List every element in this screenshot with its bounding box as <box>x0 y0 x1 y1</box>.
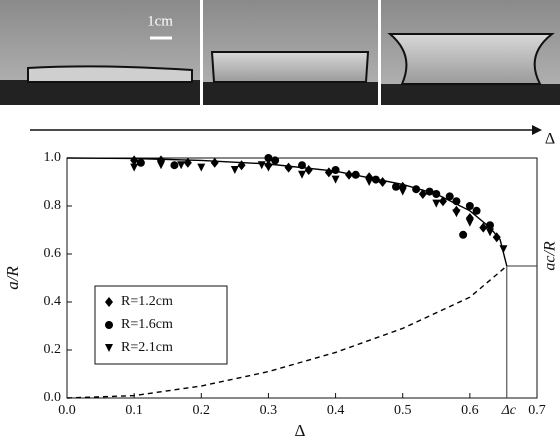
point <box>452 209 461 218</box>
y-tick-label: 0.4 <box>44 294 62 309</box>
point <box>157 161 165 170</box>
y-tick-label: 1.0 <box>44 150 62 165</box>
x-tick-label: 0.6 <box>461 403 479 418</box>
liquid <box>27 65 193 83</box>
point <box>271 156 280 165</box>
legend-label: R=2.1cm <box>121 340 173 355</box>
point <box>284 162 293 173</box>
point <box>105 297 113 307</box>
point <box>465 218 474 227</box>
point <box>183 157 192 168</box>
point <box>499 245 508 254</box>
y-tick-label: 0.8 <box>44 198 62 213</box>
point <box>331 166 340 174</box>
point <box>237 160 246 171</box>
point <box>432 199 441 208</box>
point <box>298 170 306 179</box>
point <box>230 166 239 174</box>
y-axis-label: a/R <box>3 266 22 290</box>
point <box>331 175 340 184</box>
point <box>264 154 273 162</box>
y-tick-label: 0.2 <box>44 342 62 357</box>
point <box>378 177 387 187</box>
x-tick-label: 0.7 <box>528 403 546 418</box>
legend-label: R=1.2cm <box>121 294 173 309</box>
point <box>439 196 447 207</box>
point <box>412 185 421 194</box>
point <box>130 163 139 172</box>
point <box>486 221 494 230</box>
point <box>177 161 186 170</box>
liquid <box>210 51 370 83</box>
point <box>264 163 273 172</box>
critical-y-label: ac/R <box>542 241 559 271</box>
photo-base <box>0 80 200 105</box>
plot-frame <box>66 157 538 399</box>
point <box>105 321 113 329</box>
x-tick-label: 0.4 <box>327 403 345 418</box>
legend-box <box>94 285 228 365</box>
curve <box>66 157 508 267</box>
point <box>432 190 441 198</box>
point <box>130 155 139 166</box>
y-tick-label: 0.6 <box>44 246 62 261</box>
x-tick-label: 0.1 <box>125 403 143 418</box>
point <box>459 230 468 239</box>
x-tick-label: 0.5 <box>394 403 412 418</box>
photo-base <box>381 84 560 105</box>
point <box>257 161 266 170</box>
point <box>298 161 306 170</box>
point <box>365 178 374 186</box>
point <box>452 197 461 206</box>
y-tick-label: 0.0 <box>44 390 62 405</box>
point <box>418 189 427 199</box>
x-tick-label: 0.0 <box>58 403 76 418</box>
scale-label: 1cm <box>147 13 173 29</box>
point <box>197 163 206 172</box>
photo-base <box>203 82 378 105</box>
x-tick-label: 0.3 <box>260 403 278 418</box>
point <box>210 157 219 168</box>
arrow-head <box>532 125 542 135</box>
point <box>136 158 145 167</box>
point <box>105 344 113 352</box>
point <box>472 206 481 215</box>
point <box>479 222 488 233</box>
point <box>445 192 454 201</box>
arrow-label: Δ <box>545 131 555 148</box>
point <box>351 170 360 179</box>
point <box>345 169 353 180</box>
legend-label: R=1.6cm <box>121 317 173 332</box>
x-tick-label: 0.2 <box>193 403 211 418</box>
point <box>170 161 179 170</box>
point <box>465 202 474 210</box>
x-axis-label: Δ <box>295 421 306 440</box>
critical-x-label: Δc <box>501 403 517 418</box>
point <box>324 167 333 178</box>
point <box>398 187 407 196</box>
curve <box>66 265 508 399</box>
point <box>425 187 434 196</box>
liquid <box>387 33 555 85</box>
point <box>304 165 313 175</box>
point <box>392 182 400 191</box>
point <box>492 232 501 243</box>
point <box>486 228 494 237</box>
point <box>371 175 380 184</box>
photos: 1cm <box>0 0 560 105</box>
